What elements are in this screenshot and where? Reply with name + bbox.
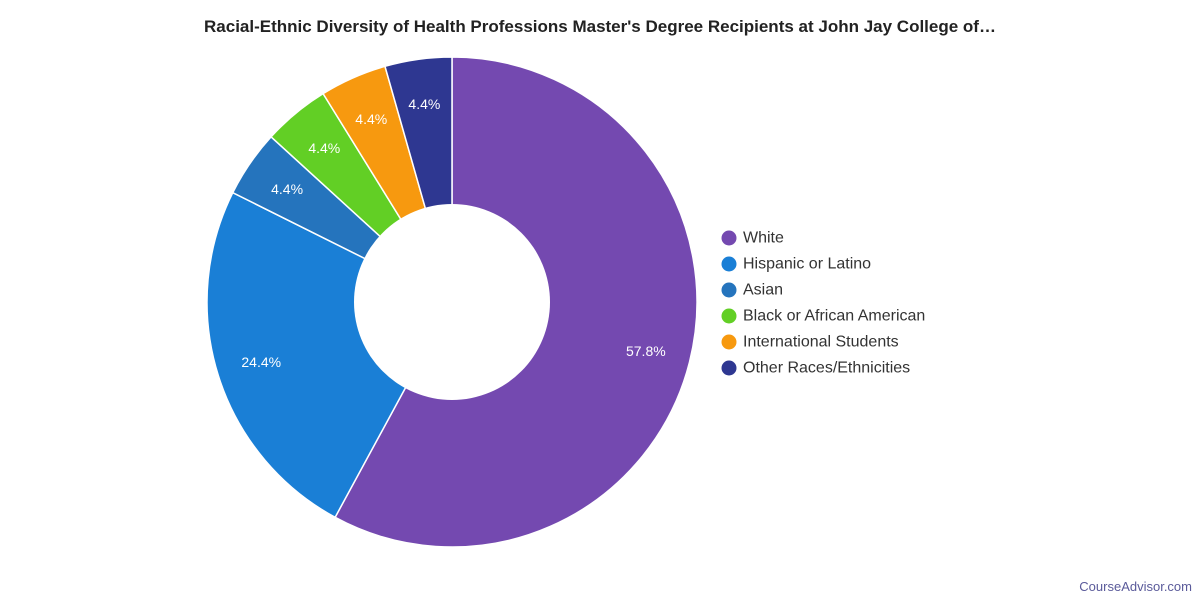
legend-label-asian: Asian xyxy=(743,282,783,299)
legend-label-white: White xyxy=(743,230,784,247)
legend-swatch-black-or-african-american xyxy=(721,308,737,324)
legend-swatch-white xyxy=(721,230,737,246)
slice-labels: 57.8% 24.4% 4.4% 4.4% 4.4% 4.4% xyxy=(241,96,665,370)
legend-label-black-or-african-american: Black or African American xyxy=(743,308,925,325)
legend-swatch-international-students xyxy=(721,334,737,350)
legend-label-other-races-ethnicities: Other Races/Ethnicities xyxy=(743,360,910,377)
slice-label-white: 57.8% xyxy=(626,343,666,359)
slice-label-black-or-african-american: 4.4% xyxy=(308,140,340,156)
watermark: CourseAdvisor.com xyxy=(1079,579,1192,594)
slice-label-other-races-ethnicities: 4.4% xyxy=(408,96,440,112)
legend-swatch-hispanic-or-latino xyxy=(721,256,737,272)
legend-swatch-other-races-ethnicities xyxy=(721,360,737,376)
donut-hole xyxy=(354,204,550,400)
legend-label-hispanic-or-latino: Hispanic or Latino xyxy=(743,256,871,273)
legend: White Hispanic or Latino Asian Black or Afr… xyxy=(721,230,925,377)
legend-label-international-students: International Students xyxy=(743,334,899,351)
legend-swatch-asian xyxy=(721,282,737,298)
slice-label-asian: 4.4% xyxy=(271,181,303,197)
slice-label-hispanic-or-latino: 24.4% xyxy=(241,354,281,370)
chart-title: Racial-Ethnic Diversity of Health Profes… xyxy=(204,17,996,36)
slice-label-international-students: 4.4% xyxy=(355,111,387,127)
